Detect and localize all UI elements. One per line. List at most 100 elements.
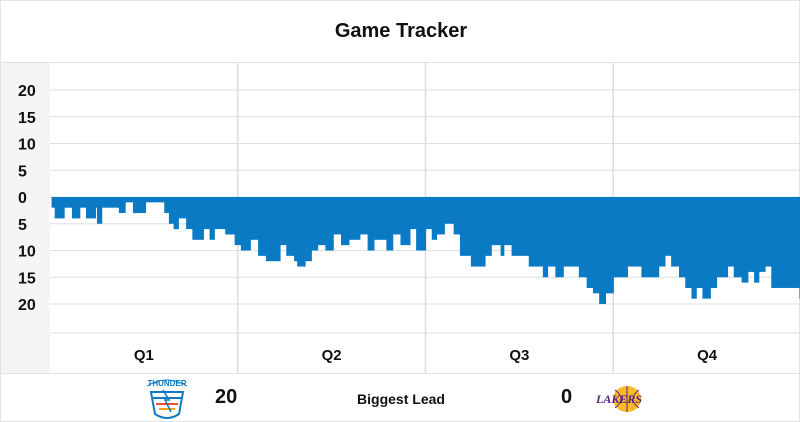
- margin-bar: [341, 197, 350, 246]
- margin-bar: [691, 197, 697, 299]
- bars-layer: [51, 197, 800, 304]
- margin-bar: [305, 197, 312, 262]
- margin-bar: [416, 197, 427, 251]
- margin-bar: [779, 197, 791, 288]
- margin-bar: [294, 197, 298, 262]
- margin-bar: [431, 197, 438, 240]
- margin-bar: [671, 197, 680, 267]
- margin-bar: [79, 197, 87, 208]
- margin-bar: [367, 197, 375, 251]
- margin-bar: [436, 197, 445, 235]
- margin-bar: [555, 197, 564, 278]
- margin-bar: [348, 197, 361, 240]
- margin-bar: [125, 197, 134, 203]
- quarter-label: Q3: [509, 347, 529, 364]
- margin-bar: [85, 197, 96, 219]
- y-tick-label: 20: [18, 83, 36, 100]
- margin-bar: [209, 197, 215, 240]
- margin-bar: [758, 197, 766, 272]
- score-footer: THUNDER 20 Biggest Lead 0 LAKERS: [1, 373, 800, 422]
- title-bar: Game Tracker: [1, 1, 800, 63]
- y-tick-label: 15: [18, 270, 36, 287]
- margin-bar: [453, 197, 461, 235]
- margin-bar: [727, 197, 735, 267]
- margin-bar: [702, 197, 711, 299]
- margin-bar: [203, 197, 211, 230]
- margin-bar: [633, 197, 643, 267]
- margin-bar: [178, 197, 187, 219]
- margin-bar: [716, 197, 729, 278]
- margin-bar: [373, 197, 383, 240]
- margin-bar: [186, 197, 193, 230]
- margin-bar: [311, 197, 319, 251]
- margin-bar: [664, 197, 672, 256]
- margin-bar: [325, 197, 334, 251]
- margin-bar: [627, 197, 635, 267]
- quarter-label: Q4: [697, 347, 718, 364]
- margin-bar: [696, 197, 704, 288]
- margin-bar: [470, 197, 486, 267]
- lakers-logo-icon: LAKERS: [595, 386, 642, 412]
- margin-bar: [132, 197, 137, 214]
- margin-bar: [710, 197, 718, 288]
- margin-bar: [164, 197, 170, 214]
- margin-bar: [586, 197, 594, 288]
- margin-bar: [392, 197, 402, 235]
- margin-bar: [578, 197, 588, 278]
- margin-bar: [747, 197, 755, 272]
- y-tick-label: 5: [18, 217, 27, 234]
- margin-bar: [542, 197, 549, 278]
- margin-bar: [317, 197, 326, 246]
- thunder-logo-icon: THUNDER: [146, 379, 188, 419]
- margin-bar: [613, 197, 628, 278]
- margin-bar: [386, 197, 394, 251]
- y-tick-label: 0: [18, 190, 27, 207]
- margin-bar: [592, 197, 600, 294]
- margin-bar: [605, 197, 614, 294]
- margin-bar: [790, 197, 800, 288]
- margin-bar: [547, 197, 556, 267]
- margin-bar: [54, 197, 65, 219]
- margin-bar: [425, 197, 433, 230]
- margin-bar: [359, 197, 369, 235]
- margin-bar: [258, 197, 267, 256]
- margin-bar: [286, 197, 295, 256]
- margin-bar: [250, 197, 259, 240]
- margin-bar: [500, 197, 505, 256]
- margin-bar: [333, 197, 342, 235]
- margin-bar: [685, 197, 693, 288]
- margin-bar: [741, 197, 749, 283]
- margin-bar: [240, 197, 251, 251]
- chart-title: Game Tracker: [334, 20, 468, 42]
- margin-bar: [771, 197, 780, 288]
- chart-svg: 20 15 10 5 0 5 10 15 20 Q1 Q2 Q3 Q4: [1, 63, 800, 373]
- margin-bar: [649, 197, 660, 278]
- margin-bar: [400, 197, 411, 246]
- margin-bar: [64, 197, 73, 208]
- margin-bar: [173, 197, 179, 230]
- margin-bar: [599, 197, 607, 304]
- margin-bar: [51, 197, 56, 208]
- margin-bar: [95, 197, 98, 208]
- margin-bar: [154, 197, 165, 203]
- margin-bar: [503, 197, 513, 246]
- y-tick-layer: 20 15 10 5 0 5 10 15 20: [18, 83, 36, 314]
- thunder-logo-text: THUNDER: [147, 379, 186, 388]
- margin-bar: [459, 197, 472, 256]
- margin-bar: [192, 197, 204, 240]
- margin-bar: [444, 197, 455, 224]
- score-margin-chart: 20 15 10 5 0 5 10 15 20 Q1 Q2 Q3 Q4: [1, 63, 800, 373]
- y-tick-label: 10: [18, 137, 36, 154]
- margin-bar: [569, 197, 580, 267]
- margin-bar: [265, 197, 281, 262]
- y-tick-label: 20: [18, 297, 36, 314]
- margin-bar: [519, 197, 530, 256]
- margin-bar: [234, 197, 242, 246]
- margin-bar: [145, 197, 156, 203]
- quarter-label-layer: Q1 Q2 Q3 Q4: [134, 347, 718, 364]
- margin-bar: [484, 197, 492, 256]
- margin-bar: [563, 197, 571, 267]
- y-tick-label: 10: [18, 244, 36, 261]
- margin-bar: [71, 197, 81, 219]
